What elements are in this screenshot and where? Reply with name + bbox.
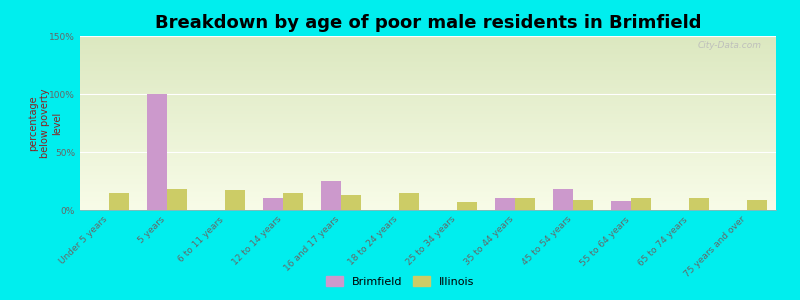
Bar <box>573 200 594 210</box>
Bar <box>747 200 767 210</box>
Bar <box>262 198 283 210</box>
Bar <box>109 193 130 210</box>
Bar <box>225 190 246 210</box>
Title: Breakdown by age of poor male residents in Brimfield: Breakdown by age of poor male residents … <box>154 14 702 32</box>
Bar <box>457 202 478 210</box>
Bar <box>399 193 419 210</box>
Y-axis label: percentage
below poverty
level: percentage below poverty level <box>29 88 62 158</box>
Legend: Brimfield, Illinois: Brimfield, Illinois <box>322 272 478 291</box>
Bar <box>494 198 515 210</box>
Text: City-Data.com: City-Data.com <box>698 41 762 50</box>
Bar <box>321 181 341 210</box>
Bar <box>515 198 535 210</box>
Bar <box>146 94 167 210</box>
Bar <box>610 201 631 210</box>
Bar <box>167 189 187 210</box>
Bar <box>553 189 573 210</box>
Bar <box>283 193 303 210</box>
Bar <box>341 195 362 210</box>
Bar <box>631 198 651 210</box>
Bar <box>689 198 710 210</box>
